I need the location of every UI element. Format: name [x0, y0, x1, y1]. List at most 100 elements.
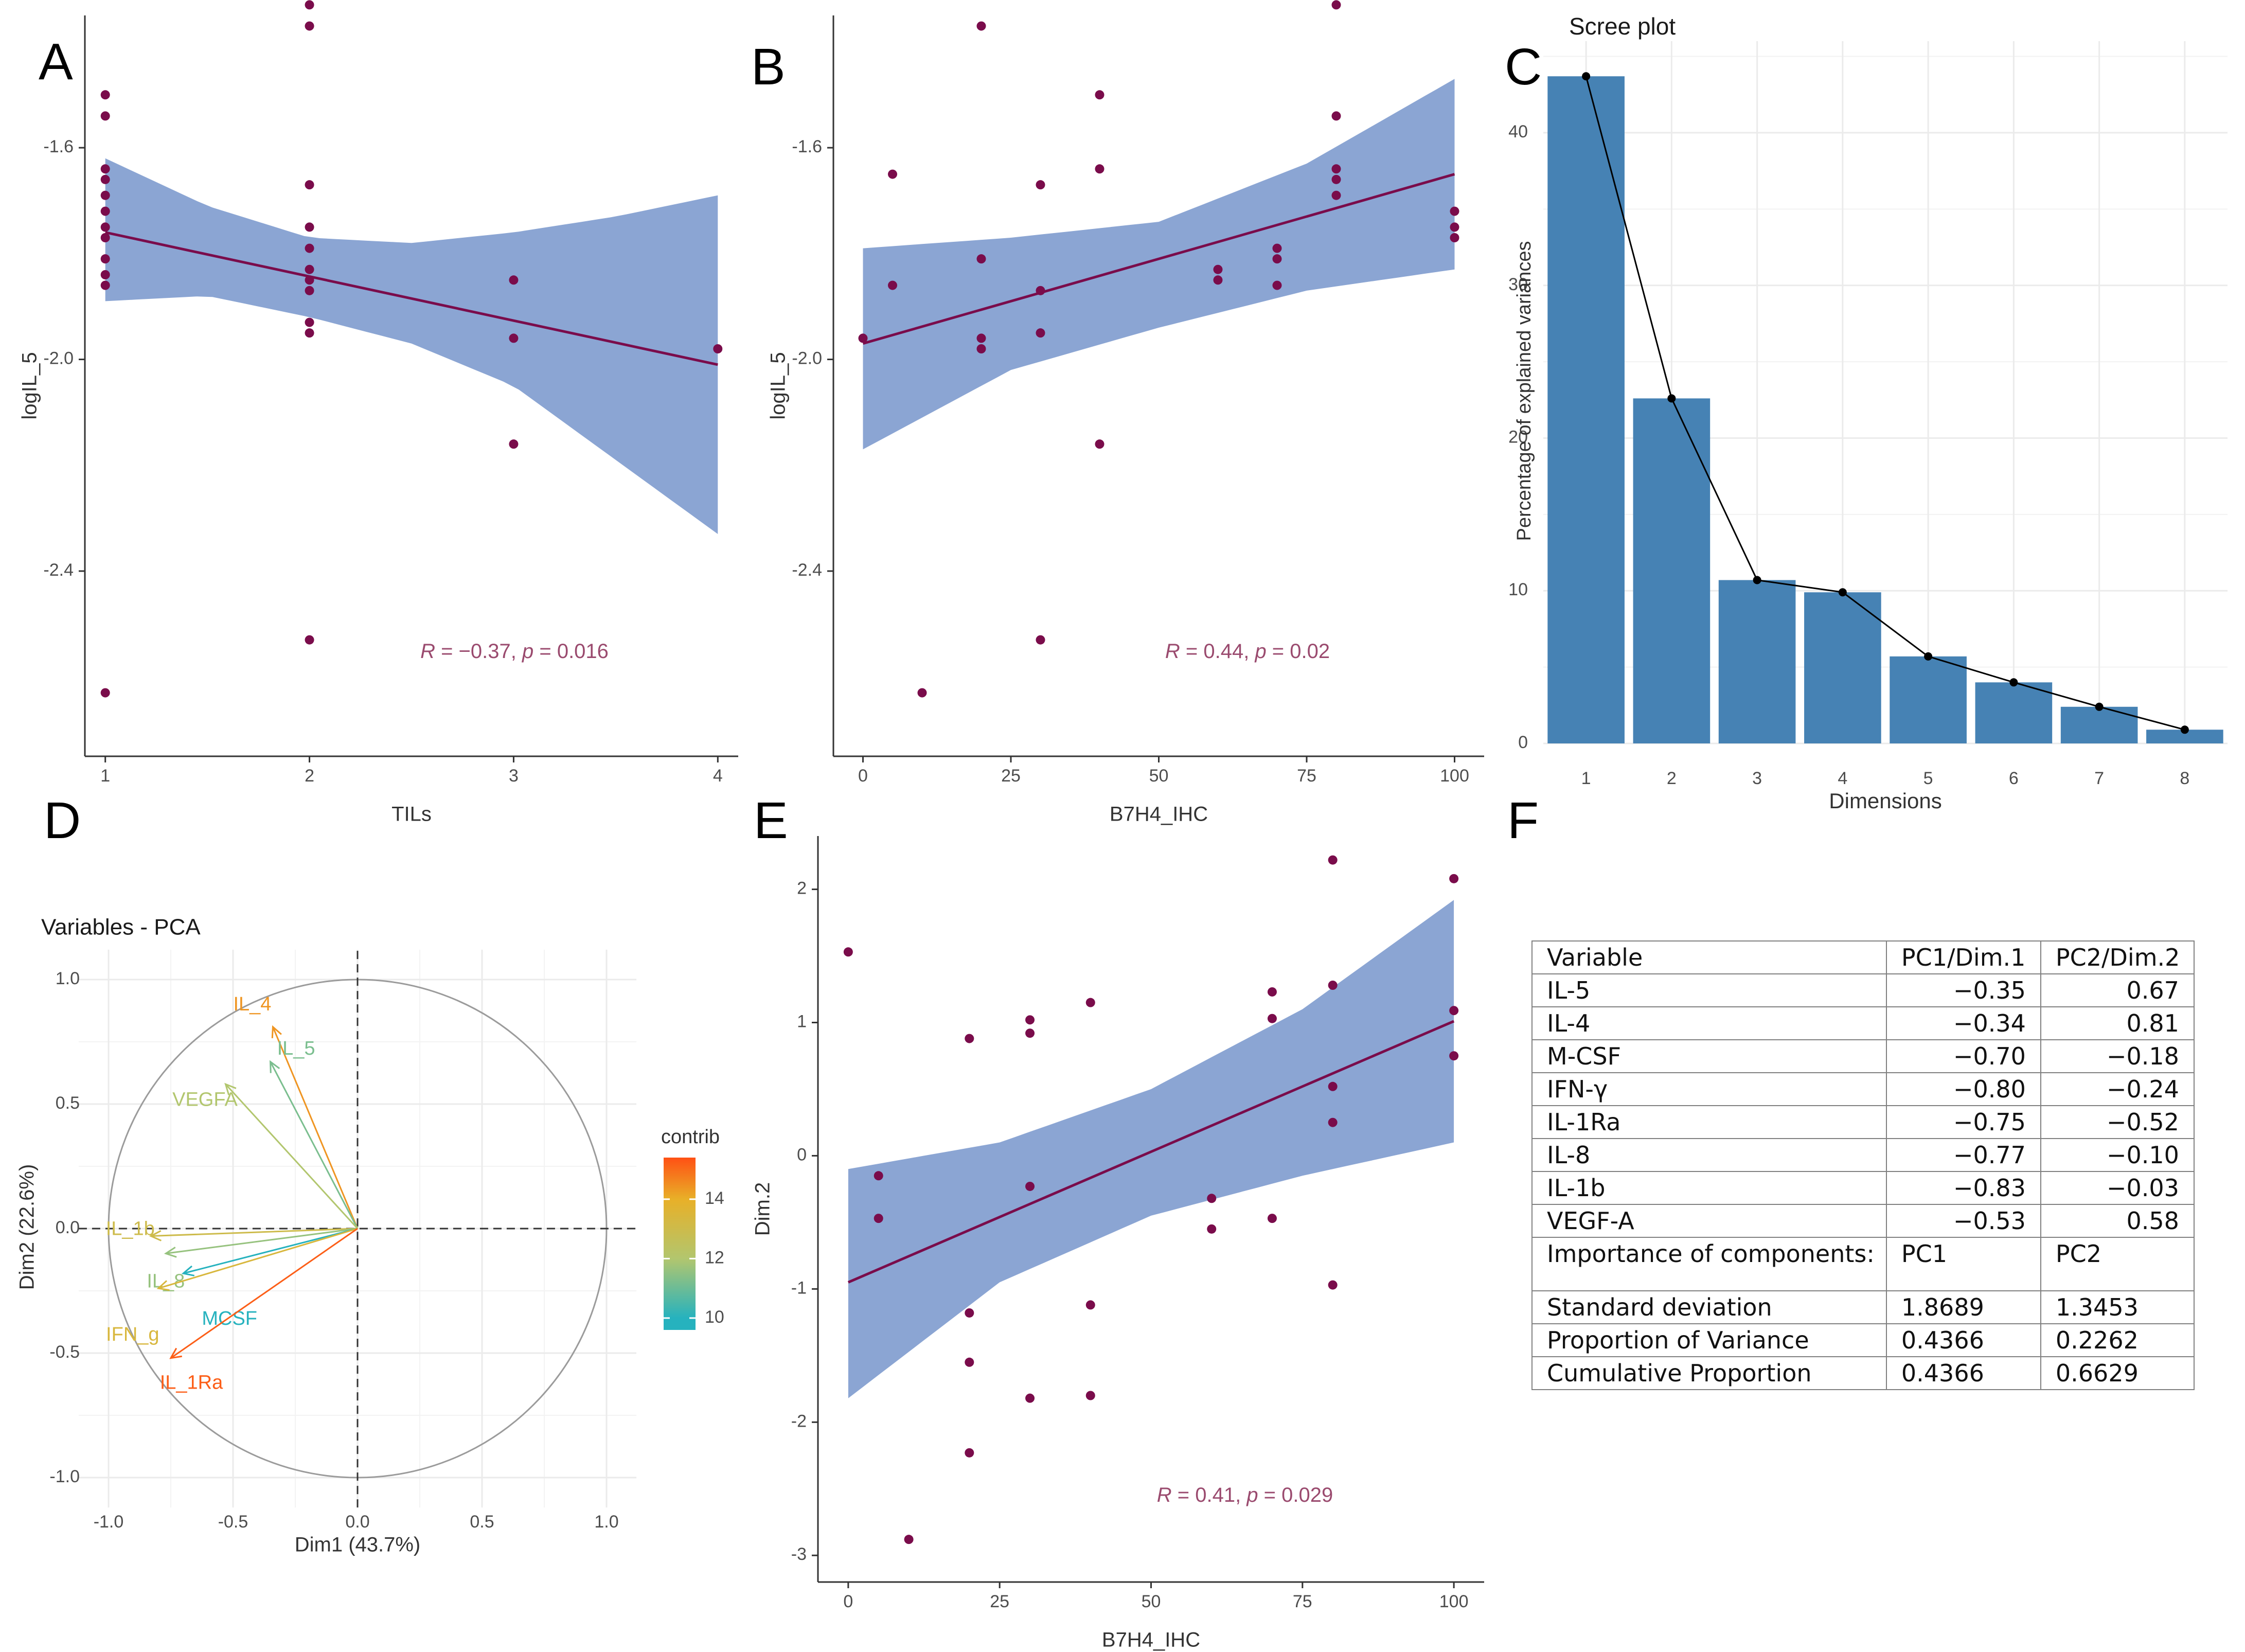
x-tick-label: 4 [1838, 769, 1847, 788]
table-row: IL-1b −0.83 −0.03 [1531, 1171, 2195, 1205]
y-tick-label: -2 [791, 1411, 807, 1431]
x-tick-label: 1.0 [594, 1512, 618, 1532]
variable-label: IL_5 [277, 1038, 315, 1059]
loading-arrowhead [271, 1025, 282, 1039]
data-point [1025, 1015, 1035, 1025]
data-point [100, 688, 110, 698]
variable-label: IL_4 [233, 993, 271, 1015]
y-tick-label: -1 [791, 1278, 807, 1298]
data-point [888, 280, 897, 290]
confidence-band [848, 900, 1454, 1398]
data-point [1272, 280, 1282, 290]
table-cell: −0.52 [2040, 1105, 2195, 1139]
data-point [1025, 1393, 1035, 1403]
data-point [100, 90, 110, 100]
chart-title: Variables - PCA [41, 915, 201, 940]
loading-arrowhead [164, 1247, 177, 1258]
bar [1975, 682, 2053, 743]
table-cell: IL-8 [1531, 1138, 1887, 1172]
data-point [509, 333, 519, 343]
bar [1633, 398, 1711, 743]
bar [2060, 706, 2138, 743]
trend-point [2180, 725, 2189, 734]
loading-arrow [272, 1026, 359, 1229]
x-axis-title: B7H4_IHC [1110, 803, 1208, 826]
table-header-cell: PC1/Dim.1 [1885, 940, 2041, 974]
table-row: Cumulative Proportion 0.4366 0.6629 [1531, 1356, 2195, 1390]
table-cell: −0.77 [1885, 1138, 2041, 1172]
y-tick-label: -0.5 [49, 1342, 80, 1362]
y-tick-label: 30 [1508, 275, 1528, 294]
table-row: IL-5 −0.35 0.67 [1531, 973, 2195, 1007]
data-point [904, 1535, 914, 1544]
loading-arrow [225, 1083, 359, 1230]
table-cell: −0.34 [1885, 1006, 2041, 1040]
data-point [1085, 1391, 1095, 1400]
loading-arrow [170, 1228, 358, 1359]
x-tick-label: 0 [858, 766, 868, 786]
x-tick-label: 0 [843, 1592, 853, 1611]
table-cell: −0.10 [2040, 1138, 2195, 1172]
panel-label-e: E [754, 792, 788, 849]
bar [1804, 592, 1881, 743]
regression-line [847, 1020, 1455, 1284]
x-tick-label: 3 [1752, 769, 1762, 788]
table-cell: −0.18 [2040, 1039, 2195, 1073]
data-point [1095, 439, 1104, 449]
data-point [1331, 190, 1341, 200]
data-point [305, 243, 314, 253]
trend-point [1582, 72, 1591, 81]
y-tick-label: 40 [1508, 122, 1528, 141]
stat-annotation: R = −0.37, p = 0.016 [420, 640, 609, 663]
data-point [976, 21, 986, 31]
table-row: Standard deviation 1.8689 1.3453 [1531, 1290, 2195, 1324]
table-cell: 1.8689 [1885, 1290, 2041, 1324]
data-point [1449, 874, 1459, 883]
x-axis-title: Dimensions [1829, 789, 1941, 813]
y-tick-label: 1.0 [56, 969, 80, 988]
table-row: Importance of components: PC1 PC2 [1531, 1237, 2195, 1291]
panel-label-a: A [39, 33, 73, 91]
y-tick-label: 2 [797, 879, 807, 898]
data-point [1267, 1214, 1277, 1223]
trend-point [1924, 652, 1933, 661]
data-point [1450, 206, 1459, 216]
y-axis-title: Dim2 (22.6%) [16, 1164, 39, 1290]
x-tick-label: 4 [713, 766, 723, 786]
bar [1718, 580, 1796, 743]
data-point [976, 254, 986, 264]
data-point [1095, 90, 1104, 100]
loading-arrow [270, 1061, 359, 1229]
table-cell: −0.35 [1885, 973, 2041, 1007]
trend-line [1585, 76, 2185, 731]
x-tick-label: -0.5 [218, 1512, 248, 1532]
y-tick-label: -3 [791, 1544, 807, 1564]
data-point [1328, 1081, 1338, 1091]
x-tick-label: 100 [1439, 1592, 1469, 1611]
x-axis-title: TILs [391, 803, 432, 826]
panel-label-f: F [1507, 792, 1539, 849]
loading-arrowhead [270, 1060, 280, 1073]
table-cell: 0.4366 [1885, 1356, 2041, 1390]
legend-title: contrib [661, 1126, 720, 1148]
table-cell: PC2 [2040, 1237, 2195, 1291]
variable-label: IL_1b [106, 1218, 155, 1240]
y-axis-title: Dim.2 [752, 1182, 774, 1236]
table-cell: −0.80 [1885, 1072, 2041, 1106]
table-cell: IL-5 [1531, 973, 1887, 1007]
table-cell: M-CSF [1531, 1039, 1887, 1073]
data-point [1449, 1051, 1459, 1061]
loading-arrow [166, 1228, 358, 1254]
data-point [713, 344, 723, 353]
table-cell: 0.67 [2040, 973, 2195, 1007]
data-point [305, 264, 314, 274]
x-tick-label: 75 [1293, 1592, 1312, 1611]
data-point [976, 333, 986, 343]
variable-label: VEGFA [172, 1089, 238, 1110]
data-point [1207, 1224, 1217, 1234]
data-point [1025, 1181, 1035, 1191]
data-point [1272, 243, 1282, 253]
table-cell: −0.75 [1885, 1105, 2041, 1139]
x-tick-label: 7 [2094, 769, 2104, 788]
